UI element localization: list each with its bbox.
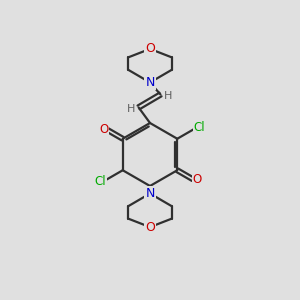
Text: O: O — [145, 42, 155, 56]
Text: N: N — [145, 187, 155, 200]
Text: O: O — [193, 173, 202, 186]
Text: H: H — [127, 104, 135, 114]
Text: Cl: Cl — [194, 121, 206, 134]
Text: Cl: Cl — [94, 175, 106, 188]
Text: N: N — [145, 76, 155, 89]
Text: H: H — [164, 91, 172, 101]
Text: O: O — [99, 123, 108, 136]
Text: O: O — [145, 220, 155, 234]
